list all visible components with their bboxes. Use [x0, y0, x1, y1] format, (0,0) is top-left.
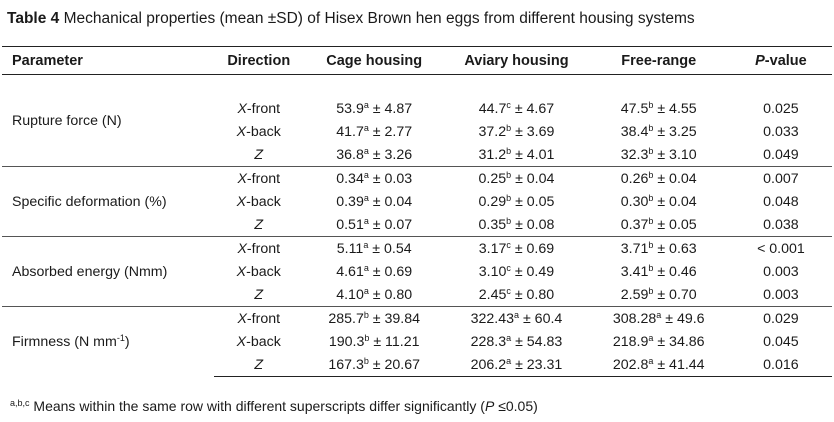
value-cell-free: 2.59b ± 0.70 [620, 285, 697, 303]
value-cell-cage: 4.61a ± 0.69 [336, 262, 413, 280]
value-cell-aviary: 206.2a ± 23.31 [445, 353, 588, 377]
header-p-value: P-value [729, 46, 832, 75]
parameter-cell: Absorbed energy (Nmm) [2, 236, 215, 307]
table-caption: Table 4 Mechanical properties (mean ±SD)… [7, 10, 695, 28]
p-value-cell: 0.016 [729, 353, 832, 377]
value-cell-cage: 5.11a ± 0.54 [303, 236, 446, 260]
value-cell-free: 32.3b ± 3.10 [620, 145, 697, 163]
table-row: X-back 4.61a ± 0.69 3.10c ± 0.49 3.41b ± 0.… [2, 260, 832, 283]
value-cell-aviary: 228.3a ± 54.83 [470, 332, 563, 350]
direction-cell: Z [254, 286, 264, 303]
value-cell-free: 308.28a ± 49.6 [587, 306, 730, 330]
value-cell-free: 218.9a ± 34.86 [612, 332, 705, 350]
spacer-row: Rupture force (N) [2, 75, 832, 129]
value-cell-aviary: 2.45c ± 0.80 [478, 285, 555, 303]
header-parameter: Parameter [2, 46, 215, 75]
value-cell-free: 0.26b ± 0.04 [587, 166, 730, 190]
footnote-superscripts: a,b,c [10, 398, 30, 408]
header-row: Parameter Direction Cage housing Aviary … [2, 46, 832, 75]
direction-cell: X-front [214, 236, 304, 260]
table-row: Z 0.51a ± 0.07 0.35b ± 0.08 0.37b ± 0.05 0.0… [2, 213, 832, 237]
value-cell-aviary: 0.29b ± 0.05 [478, 192, 555, 210]
table-row: X-back 0.39a ± 0.04 0.29b ± 0.05 0.30b ± 0.… [2, 190, 832, 213]
table-row: Absorbed energy (Nmm) X-front 5.11a ± 0.54… [2, 236, 832, 307]
value-cell-cage: 190.3b ± 11.21 [328, 332, 420, 350]
p-value-cell: 0.007 [729, 166, 832, 190]
value-cell-aviary: 44.7c ± 4.67 [478, 99, 555, 117]
value-cell-cage: 36.8a ± 3.26 [336, 145, 413, 163]
value-cell-aviary: 3.10c ± 0.49 [478, 262, 555, 280]
table-row: Z 167.3b ± 20.67 206.2a ± 23.31 202.8a ± 41… [2, 353, 832, 377]
footnote-p-label: P [484, 398, 495, 414]
p-value-cell: 0.003 [763, 286, 799, 303]
value-cell-aviary: 31.2b ± 4.01 [478, 145, 555, 163]
value-cell-free: 38.4b ± 3.25 [620, 122, 697, 140]
value-cell-cage: 41.7a ± 2.77 [336, 122, 413, 140]
value-cell-cage: 0.51a ± 0.07 [336, 215, 413, 233]
direction-cell: X-back [236, 123, 281, 140]
header-aviary: Aviary housing [445, 46, 588, 75]
direction-cell: Z [254, 216, 264, 233]
parameter-cell: Firmness (N mm-1) [2, 306, 215, 377]
p-value-cell: 0.049 [763, 146, 799, 163]
value-cell-free: 0.37b ± 0.05 [620, 215, 697, 233]
table-row: X-front 53.9a ± 4.87 44.7c ± 4.67 47.5b ± 4… [2, 97, 832, 120]
value-cell-free: 0.30b ± 0.04 [620, 192, 697, 210]
direction-cell: X-front [214, 166, 304, 190]
value-cell-cage: 285.7b ± 39.84 [303, 306, 446, 330]
header-free-range: Free-range [587, 46, 730, 75]
table-row: Firmness (N mm-1) X-front 285.7b ± 39.84 32… [2, 306, 832, 377]
table-title: Mechanical properties (mean ±SD) of Hise… [63, 10, 695, 27]
value-cell-cage: 167.3b ± 20.67 [303, 353, 446, 377]
footnote-text: Means within the same row with different… [29, 398, 485, 414]
direction-cell: X-front [214, 306, 304, 330]
value-cell-free: 3.71b ± 0.63 [587, 236, 730, 260]
direction-cell: Z [254, 146, 264, 163]
value-cell-free: 47.5b ± 4.55 [620, 99, 697, 117]
table-row: Z 36.8a ± 3.26 31.2b ± 4.01 32.3b ± 3.10 0.0… [2, 143, 832, 167]
header-cage: Cage housing [303, 46, 446, 75]
p-value-cell: 0.048 [763, 193, 799, 210]
value-cell-cage: 53.9a ± 4.87 [336, 99, 413, 117]
table-body: Rupture force (N) X-front 53.9a ± 4.87 44.7… [2, 75, 832, 377]
value-cell-aviary: 0.35b ± 0.08 [478, 215, 555, 233]
footnote: a,b,c Means within the same row with dif… [10, 398, 538, 414]
value-cell-cage: 4.10a ± 0.80 [336, 285, 413, 303]
footnote-tail: ≤0.05) [494, 398, 538, 414]
table-row: Z 4.10a ± 0.80 2.45c ± 0.80 2.59b ± 0.70 0.0… [2, 283, 832, 307]
mechanical-properties-table: Parameter Direction Cage housing Aviary … [2, 46, 832, 377]
value-cell-aviary: 0.25b ± 0.04 [445, 166, 588, 190]
direction-cell: X-back [236, 193, 281, 210]
table-row: X-back 190.3b ± 11.21 228.3a ± 54.83 218.9a… [2, 330, 832, 353]
header-direction: Direction [214, 46, 304, 75]
p-value-cell: 0.038 [763, 216, 799, 233]
direction-cell: Z [214, 353, 304, 377]
value-cell-free: 3.41b ± 0.46 [620, 262, 697, 280]
value-cell-aviary: 37.2b ± 3.69 [478, 122, 555, 140]
table-row: X-back 41.7a ± 2.77 37.2b ± 3.69 38.4b ± 3.… [2, 120, 832, 143]
direction-cell: X-back [236, 263, 281, 280]
table-label: Table 4 [7, 10, 60, 27]
value-cell-free: 202.8a ± 41.44 [587, 353, 730, 377]
p-value-cell: < 0.001 [729, 236, 832, 260]
value-cell-aviary: 322.43a ± 60.4 [445, 306, 588, 330]
p-value-cell: 0.045 [763, 333, 799, 350]
direction-cell: X-back [236, 333, 281, 350]
p-value-cell: 0.025 [763, 100, 799, 117]
value-cell-cage: 0.34a ± 0.03 [303, 166, 446, 190]
p-value-cell: 0.003 [763, 263, 799, 280]
parameter-cell: Specific deformation (%) [2, 166, 215, 237]
table-row: Specific deformation (%) X-front 0.34a ± 0… [2, 166, 832, 237]
value-cell-aviary: 3.17c ± 0.69 [445, 236, 588, 260]
p-value-cell: 0.033 [763, 123, 799, 140]
parameter-cell: Rupture force (N) [12, 112, 122, 129]
value-cell-cage: 0.39a ± 0.04 [336, 192, 413, 210]
p-value-cell: 0.029 [729, 306, 832, 330]
direction-cell: X-front [237, 100, 281, 117]
